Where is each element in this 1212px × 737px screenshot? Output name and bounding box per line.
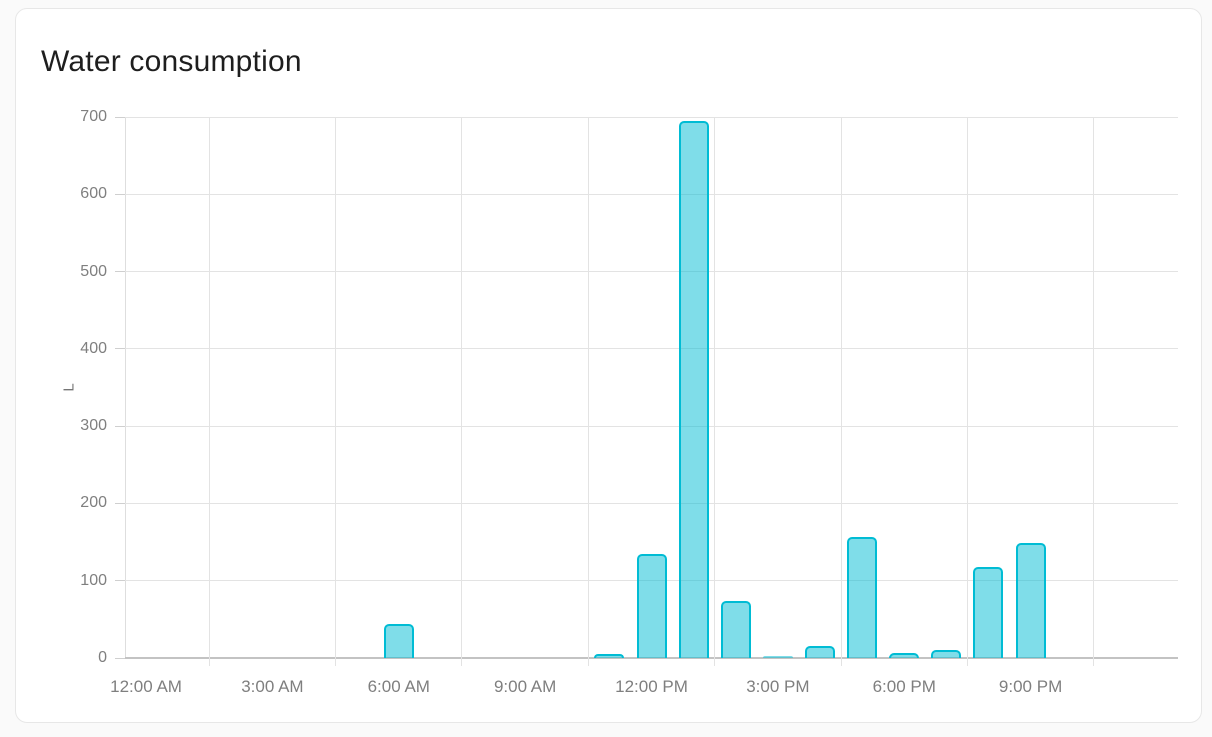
x-tick-label: 9:00 AM bbox=[493, 677, 557, 696]
bar-12-00-pm[interactable] bbox=[636, 554, 667, 658]
gridline-horizontal bbox=[125, 116, 1178, 118]
bar-1-00-pm[interactable] bbox=[678, 120, 709, 658]
x-tick-label: 6:00 PM bbox=[872, 677, 936, 696]
y-tick-mark bbox=[115, 425, 125, 427]
y-tick-mark bbox=[115, 271, 125, 273]
y-tick-mark bbox=[115, 193, 125, 195]
y-tick-label: 600 bbox=[80, 185, 107, 203]
gridline-vertical bbox=[966, 117, 968, 666]
gridline-vertical bbox=[335, 117, 337, 666]
y-tick-label: 400 bbox=[80, 339, 107, 357]
y-tick-mark bbox=[115, 348, 125, 350]
gridline-vertical bbox=[714, 117, 716, 666]
y-tick-label: 300 bbox=[80, 417, 107, 435]
y-tick-mark bbox=[115, 657, 125, 659]
y-tick-mark bbox=[115, 116, 125, 118]
x-tick-label: 12:00 AM bbox=[110, 677, 182, 696]
y-tick-label: 0 bbox=[98, 649, 107, 666]
gridline-horizontal bbox=[125, 502, 1178, 504]
x-tick-label: 9:00 PM bbox=[998, 677, 1063, 696]
y-tick-label: 100 bbox=[80, 571, 107, 589]
bar-9-00-pm[interactable] bbox=[1015, 542, 1046, 658]
y-axis-title: L bbox=[60, 383, 78, 392]
gridline-horizontal bbox=[125, 425, 1178, 427]
bar-5-00-pm[interactable] bbox=[847, 537, 878, 658]
gridline-vertical bbox=[461, 117, 463, 666]
y-axis-line bbox=[125, 117, 126, 658]
chart-plot-area[interactable]: L 0 100 200 300 400 500 600 700 12:00 AM 3:00 AM 6… bbox=[61, 109, 1178, 696]
x-tick-label: 3:00 AM bbox=[241, 677, 304, 696]
y-tick-label: 700 bbox=[80, 108, 107, 125]
card-title: Water consumption bbox=[41, 45, 302, 78]
bar-2-00-pm[interactable] bbox=[720, 600, 751, 658]
x-tick-label: 3:00 PM bbox=[746, 677, 810, 696]
bar-6-00-am[interactable] bbox=[383, 624, 414, 658]
bar-8-00-pm[interactable] bbox=[973, 566, 1004, 658]
bar-3-00-pm[interactable] bbox=[762, 656, 793, 658]
bar-7-00-pm[interactable] bbox=[931, 650, 962, 658]
gridline-vertical bbox=[840, 117, 842, 666]
x-tick-label: 6:00 AM bbox=[367, 677, 430, 696]
y-tick-mark bbox=[115, 580, 125, 582]
gridline-horizontal bbox=[125, 348, 1178, 350]
gridline-vertical bbox=[1093, 117, 1095, 666]
y-tick-mark bbox=[115, 502, 125, 504]
gridline-horizontal bbox=[125, 193, 1178, 195]
bar-4-00-pm[interactable] bbox=[804, 645, 835, 658]
bar-6-00-pm[interactable] bbox=[889, 652, 920, 658]
gridline-horizontal bbox=[125, 271, 1178, 273]
x-tick-label: 12:00 PM bbox=[615, 677, 688, 696]
water-consumption-card: Water consumption L 0 100 200 300 400 500 600 7… bbox=[15, 8, 1202, 723]
y-tick-label: 200 bbox=[80, 494, 107, 512]
bar-11-00-am[interactable] bbox=[594, 654, 625, 658]
y-tick-label: 500 bbox=[80, 262, 107, 280]
gridline-vertical bbox=[208, 117, 210, 666]
x-axis-line bbox=[125, 657, 1178, 659]
gridline-vertical bbox=[587, 117, 589, 666]
